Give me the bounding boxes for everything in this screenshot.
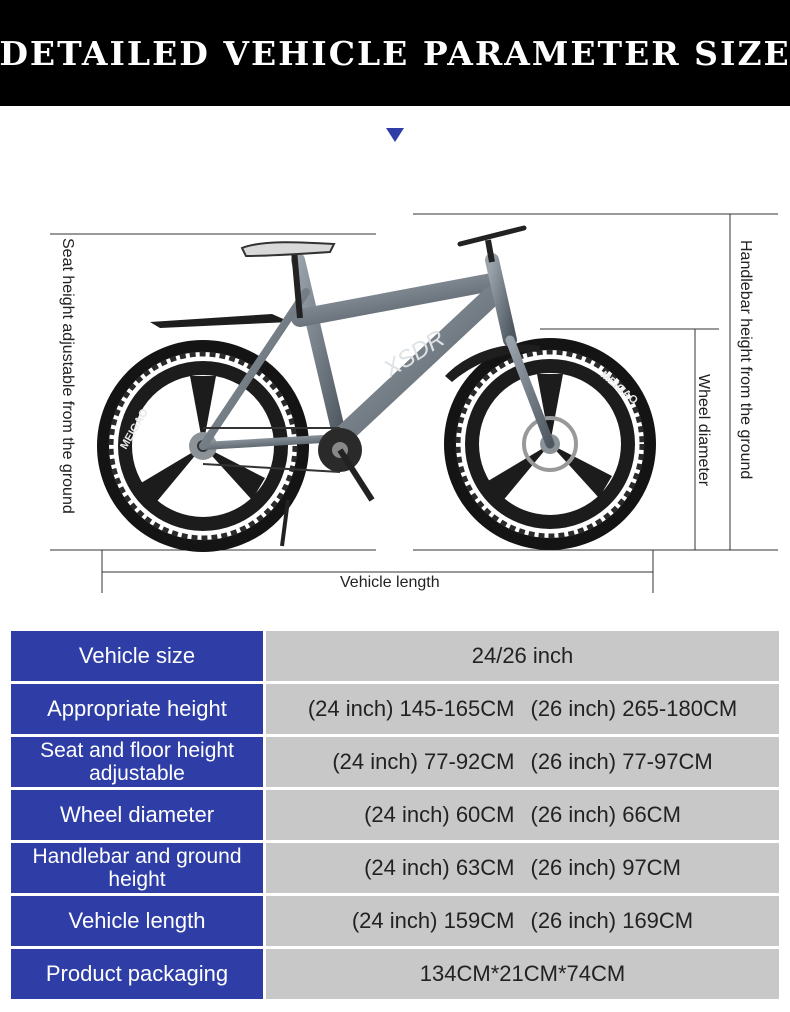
- bike-frame: [199, 253, 555, 450]
- page-title: Detailed vehicle parameter size: [0, 33, 790, 73]
- spec-label: Seat and floor height adjustable: [11, 734, 266, 787]
- saddle: [240, 241, 336, 258]
- spec-value: (24 inch) 145-165CM (26 inch) 265-180CM: [266, 681, 779, 734]
- table-row: Seat and floor height adjustable (24 inc…: [11, 734, 779, 787]
- table-row: Product packaging 134CM*21CM*74CM: [11, 946, 779, 999]
- spec-label: Wheel diameter: [11, 787, 266, 840]
- seat-post: [291, 249, 303, 319]
- bike-illustration: XSDR MEIGAO MEIGAO: [50, 213, 778, 593]
- spec-value: (24 inch) 60CM (26 inch) 66CM: [266, 787, 779, 840]
- stem: [485, 239, 495, 263]
- kickstand: [280, 499, 290, 547]
- bike-dimension-diagram: XSDR MEIGAO MEIGAO Seat height adjustabl…: [0, 200, 790, 610]
- specs-table: Vehicle size 24/26 inch Appropriate heig…: [11, 631, 779, 999]
- table-row: Vehicle length (24 inch) 159CM (26 inch) …: [11, 893, 779, 946]
- spec-value: (24 inch) 159CM (26 inch) 169CM: [266, 893, 779, 946]
- down-arrow-icon: [386, 128, 404, 142]
- dimension-lines: [50, 213, 778, 593]
- spec-label: Vehicle size: [11, 631, 266, 681]
- spec-value: 134CM*21CM*74CM: [266, 946, 779, 999]
- vehicle-length-label: Vehicle length: [340, 574, 440, 591]
- spec-value: (24 inch) 77-92CM (26 inch) 77-97CM: [266, 734, 779, 787]
- spec-label: Product packaging: [11, 946, 266, 999]
- spec-label: Vehicle length: [11, 893, 266, 946]
- seat-height-label: Seat height adjustable from the ground: [59, 238, 76, 514]
- spec-value: (24 inch) 63CM (26 inch) 97CM: [266, 840, 779, 893]
- table-row: Wheel diameter (24 inch) 60CM (26 inch) 6…: [11, 787, 779, 840]
- handlebar: [457, 225, 527, 247]
- spec-label: Appropriate height: [11, 681, 266, 734]
- crank-arm: [337, 448, 375, 502]
- table-row: Appropriate height (24 inch) 145-165CM (2…: [11, 681, 779, 734]
- spec-label: Handlebar and ground height: [11, 840, 266, 893]
- table-row: Handlebar and ground height (24 inch) 63…: [11, 840, 779, 893]
- header-banner: Detailed vehicle parameter size: [0, 0, 790, 106]
- table-row: Vehicle size 24/26 inch: [11, 631, 779, 681]
- rear-mudguard: [150, 314, 290, 328]
- handlebar-height-label: Handlebar height from the ground: [737, 240, 754, 480]
- spec-value: 24/26 inch: [266, 631, 779, 681]
- front-mudguard: [445, 344, 540, 382]
- wheel-diameter-label: Wheel diameter: [695, 374, 712, 487]
- front-wheel: [444, 338, 656, 550]
